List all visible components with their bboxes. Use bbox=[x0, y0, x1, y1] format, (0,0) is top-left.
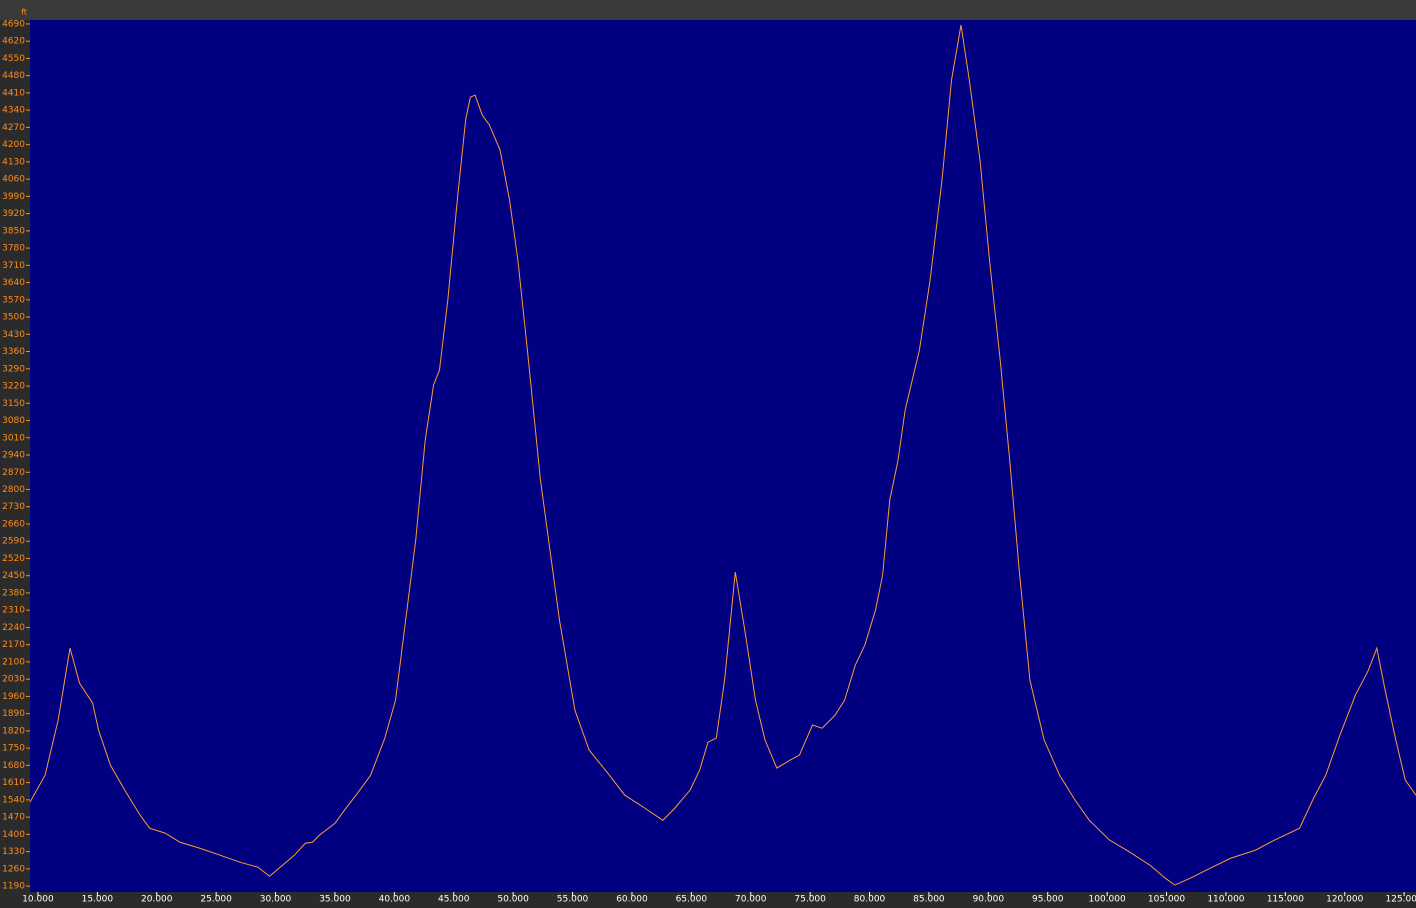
y-tick-label: 1190 bbox=[2, 882, 25, 892]
x-tick-label: 80.000 bbox=[854, 895, 886, 905]
y-tick-label: 4620 bbox=[2, 37, 25, 47]
y-tick-label: 4200 bbox=[2, 140, 25, 150]
y-unit-label: ft bbox=[21, 8, 27, 17]
y-tick-label: 2380 bbox=[2, 588, 25, 598]
x-tick-label: 75.000 bbox=[794, 895, 826, 905]
x-tick-label: 30.000 bbox=[260, 895, 292, 905]
x-tick-label: 125.000 bbox=[1386, 895, 1416, 905]
y-tick-label: 3220 bbox=[2, 382, 25, 392]
y-tick-label: 3080 bbox=[2, 416, 25, 426]
y-tick-label: 4270 bbox=[2, 123, 25, 133]
y-tick-label: 4410 bbox=[2, 88, 25, 98]
y-tick-label: 3850 bbox=[2, 226, 25, 236]
y-tick-label: 2310 bbox=[2, 606, 25, 616]
x-tick-label: 60.000 bbox=[616, 895, 648, 905]
x-tick-label: 105.000 bbox=[1148, 895, 1185, 905]
y-tick-label: 2100 bbox=[2, 657, 25, 667]
y-tick-label: 2240 bbox=[2, 623, 25, 633]
x-tick-label: 45.000 bbox=[438, 895, 470, 905]
x-tick-label: 35.000 bbox=[319, 895, 351, 905]
y-tick-label: 2520 bbox=[2, 554, 25, 564]
x-tick-label: 110.000 bbox=[1207, 895, 1244, 905]
y-tick-label: 1400 bbox=[2, 830, 25, 840]
y-tick-label: 3710 bbox=[2, 261, 25, 271]
y-tick-label: 2030 bbox=[2, 675, 25, 685]
x-tick-label: 90.000 bbox=[973, 895, 1005, 905]
y-tick-label: 1680 bbox=[2, 761, 25, 771]
y-tick-label: 3150 bbox=[2, 399, 25, 409]
x-tick-label: 120.000 bbox=[1326, 895, 1363, 905]
y-tick-label: 3640 bbox=[2, 278, 25, 288]
y-tick-label: 2660 bbox=[2, 519, 25, 529]
y-tick-label: 1260 bbox=[2, 864, 25, 874]
y-tick-label: 2730 bbox=[2, 502, 25, 512]
y-tick-label: 2450 bbox=[2, 571, 25, 581]
x-tick-label: 50.000 bbox=[497, 895, 529, 905]
y-tick-label: 4130 bbox=[2, 157, 25, 167]
y-tick-label: 4340 bbox=[2, 106, 25, 116]
x-tick-label: 70.000 bbox=[735, 895, 767, 905]
y-tick-label: 2940 bbox=[2, 451, 25, 461]
y-tick-label: 1470 bbox=[2, 813, 25, 823]
y-tick-label: 3430 bbox=[2, 330, 25, 340]
y-tick-label: 1890 bbox=[2, 709, 25, 719]
y-tick-label: 2590 bbox=[2, 537, 25, 547]
x-tick-label: 25.000 bbox=[200, 895, 232, 905]
y-tick-label: 1750 bbox=[2, 744, 25, 754]
x-tick-label: 100.000 bbox=[1089, 895, 1126, 905]
x-tick-label: 40.000 bbox=[379, 895, 411, 905]
y-tick-label: 3360 bbox=[2, 347, 25, 357]
y-tick-label: 3920 bbox=[2, 209, 25, 219]
y-tick-label: 3780 bbox=[2, 244, 25, 254]
y-tick-label: 2170 bbox=[2, 640, 25, 650]
top-bar bbox=[0, 0, 1416, 20]
y-tick-label: 4480 bbox=[2, 71, 25, 81]
x-tick-label: 10.000 bbox=[22, 895, 54, 905]
x-tick-label: 85.000 bbox=[913, 895, 945, 905]
y-tick-label: 4060 bbox=[2, 175, 25, 185]
plot-area bbox=[30, 20, 1416, 892]
y-tick-label: 1960 bbox=[2, 692, 25, 702]
y-tick-label: 2800 bbox=[2, 485, 25, 495]
y-tick-label: 2870 bbox=[2, 468, 25, 478]
y-tick-label: 4690 bbox=[2, 19, 25, 29]
elevation-line bbox=[29, 24, 1416, 886]
y-tick-label: 3570 bbox=[2, 295, 25, 305]
x-tick-label: 20.000 bbox=[141, 895, 173, 905]
y-tick-label: 1820 bbox=[2, 726, 25, 736]
y-tick-label: 3290 bbox=[2, 364, 25, 374]
x-tick-label: 95.000 bbox=[1032, 895, 1064, 905]
y-tick-label: 1330 bbox=[2, 847, 25, 857]
y-tick-label: 3010 bbox=[2, 433, 25, 443]
x-tick-label: 55.000 bbox=[557, 895, 589, 905]
x-tick-label: 115.000 bbox=[1267, 895, 1304, 905]
y-tick-label: 1610 bbox=[2, 778, 25, 788]
x-tick-label: 65.000 bbox=[676, 895, 708, 905]
y-tick-label: 4550 bbox=[2, 54, 25, 64]
y-tick-label: 3990 bbox=[2, 192, 25, 202]
y-tick-label: 3500 bbox=[2, 313, 25, 323]
x-tick-label: 15.000 bbox=[82, 895, 114, 905]
y-tick-label: 1540 bbox=[2, 795, 25, 805]
